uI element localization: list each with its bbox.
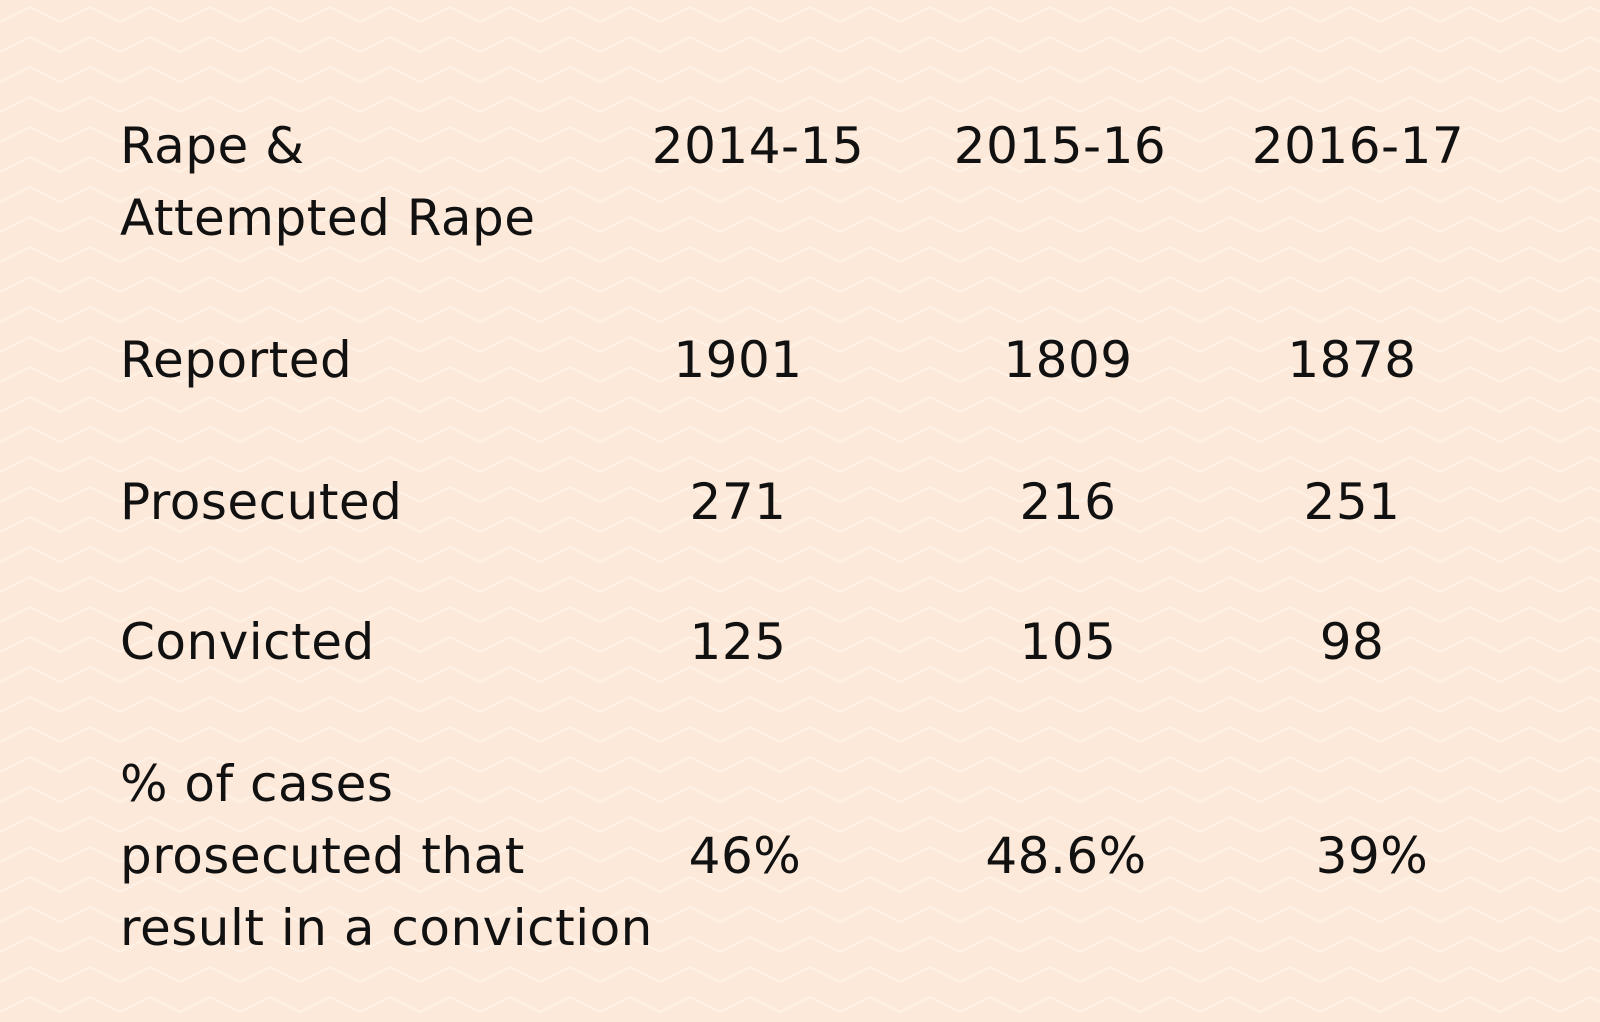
header-label-line2: Attempted Rape <box>120 189 536 247</box>
row-label-convicted: Convicted <box>120 613 375 671</box>
prosecuted-2016-17: 251 <box>1303 473 1401 531</box>
convicted-2015-16: 105 <box>1019 613 1117 671</box>
header-label: Rape & Attempted Rape <box>120 110 536 254</box>
percent-2014-15: 46% <box>688 827 802 885</box>
row-label-percent-convicted: % of cases prosecuted that result in a c… <box>120 748 653 964</box>
row-label-prosecuted: Prosecuted <box>120 473 403 531</box>
reported-2016-17: 1878 <box>1287 331 1417 389</box>
convicted-2014-15: 125 <box>689 613 787 671</box>
reported-2014-15: 1901 <box>673 331 803 389</box>
row-label-reported: Reported <box>120 331 353 389</box>
header-year-2015-16: 2015-16 <box>953 117 1167 175</box>
percent-label-line3: result in a conviction <box>120 899 653 957</box>
convicted-2016-17: 98 <box>1319 613 1385 671</box>
prosecuted-2015-16: 216 <box>1019 473 1117 531</box>
percent-label-line2: prosecuted that <box>120 827 525 885</box>
header-year-2016-17: 2016-17 <box>1251 117 1465 175</box>
header-label-line1: Rape & <box>120 117 305 175</box>
reported-2015-16: 1809 <box>1003 331 1133 389</box>
percent-label-line1: % of cases <box>120 755 394 813</box>
prosecuted-2014-15: 271 <box>689 473 787 531</box>
header-year-2014-15: 2014-15 <box>651 117 865 175</box>
percent-2016-17: 39% <box>1315 827 1429 885</box>
percent-2015-16: 48.6% <box>985 827 1147 885</box>
